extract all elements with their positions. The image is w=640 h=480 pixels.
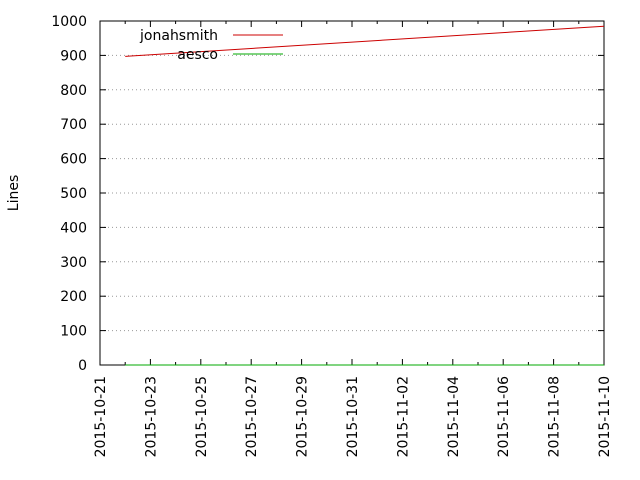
x-axis: 2015-10-21 2015-10-23 2015-10-25 2015-10-27… — [93, 21, 613, 457]
legend-label: aesco — [177, 47, 218, 63]
y-tick-label: 100 — [60, 324, 87, 340]
y-axis-label: Lines — [6, 175, 22, 211]
y-tick-label: 600 — [60, 152, 87, 168]
grid-lines — [100, 54, 604, 332]
x-tick-label: 2015-11-02 — [395, 376, 411, 457]
y-tick-label: 900 — [60, 48, 87, 64]
y-axis: 0 100 200 300 400 500 600 700 800 900 1000 — [51, 14, 604, 374]
x-tick-label: 2015-11-08 — [547, 376, 563, 457]
x-tick-label: 2015-10-29 — [295, 376, 311, 457]
legend: jonahsmith aesco — [139, 28, 283, 63]
series-line-jonahsmith — [125, 25, 605, 57]
x-tick-label: 2015-10-27 — [244, 376, 260, 457]
y-tick-label: 400 — [60, 220, 87, 236]
x-tick-label: 2015-10-23 — [143, 376, 159, 457]
x-tick-label: 2015-10-31 — [345, 376, 361, 457]
y-tick-label: 200 — [60, 289, 87, 305]
y-tick-label: 0 — [78, 358, 87, 374]
x-tick-label: 2015-11-10 — [597, 376, 613, 457]
series-lines — [125, 25, 605, 366]
x-tick-label: 2015-11-04 — [446, 376, 462, 457]
y-tick-label: 800 — [60, 83, 87, 99]
y-tick-label: 700 — [60, 117, 87, 133]
y-tick-label: 500 — [60, 186, 87, 202]
x-tick-label: 2015-11-06 — [496, 376, 512, 457]
x-tick-label: 2015-10-21 — [93, 376, 109, 457]
y-tick-label: 1000 — [51, 14, 87, 30]
legend-label: jonahsmith — [139, 28, 218, 44]
x-tick-label: 2015-10-25 — [194, 376, 210, 457]
y-tick-label: 300 — [60, 255, 87, 271]
